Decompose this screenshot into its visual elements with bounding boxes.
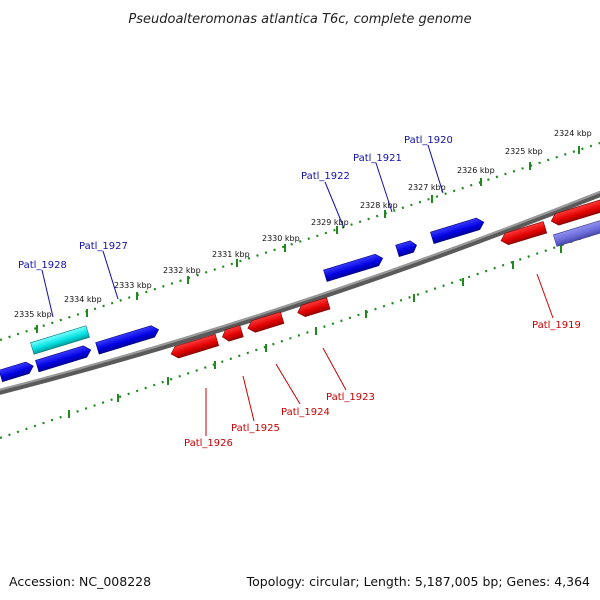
map-title: Pseudoalteromonas atlantica T6c, complet… [128, 12, 471, 27]
gene-forward[interactable] [0, 360, 35, 383]
tick-label: 2329 kbp [311, 218, 349, 227]
tick-label: 2331 kbp [212, 250, 250, 259]
accession-text: Accession: NC_008228 [9, 574, 151, 589]
leader-patl-1927 [102, 250, 119, 300]
tick-label: 2325 kbp [505, 147, 543, 156]
leader-patl-1924 [275, 363, 301, 405]
tick-label: 2328 kbp [360, 201, 398, 210]
gene-label-patl-1926[interactable]: Patl_1926 [184, 438, 233, 449]
tick-label: 2335 kbp [14, 310, 52, 319]
gene-label-patl-1928[interactable]: Patl_1928 [18, 260, 67, 271]
forward-gene-labels: Patl_1928 Patl_1927 Patl_1922 Patl_1921 … [18, 135, 453, 271]
tick-label: 2324 kbp [554, 129, 592, 138]
gene-reverse[interactable] [549, 198, 600, 226]
reverse-gene-labels: Patl_1926 Patl_1925 Patl_1924 Patl_1923 … [184, 320, 581, 449]
gene-label-patl-1927[interactable]: Patl_1927 [79, 241, 128, 252]
outer-scale-track [0, 141, 600, 342]
gene-reverse[interactable] [499, 221, 548, 247]
gene-label-patl-1919[interactable]: Patl_1919 [532, 320, 581, 331]
gene-label-patl-1925[interactable]: Patl_1925 [231, 423, 280, 434]
gene-highlighted[interactable] [30, 325, 90, 355]
scale-labels: 2335 kbp 2334 kbp 2333 kbp 2332 kbp 2331… [14, 129, 592, 319]
tick-label: 2327 kbp [408, 183, 446, 192]
tick-label: 2332 kbp [163, 266, 201, 275]
gene-reverse[interactable] [296, 297, 331, 319]
leader-patl-1919 [536, 273, 554, 319]
genome-backbone [0, 190, 600, 395]
leader-patl-1925 [242, 375, 255, 422]
gene-label-patl-1924[interactable]: Patl_1924 [281, 407, 330, 418]
gene-forward[interactable] [35, 344, 92, 373]
gene-forward[interactable] [430, 216, 485, 245]
tick-label: 2334 kbp [64, 295, 102, 304]
gene-forward[interactable] [323, 252, 385, 282]
gene-forward[interactable] [95, 324, 161, 355]
gene-reverse[interactable] [169, 333, 220, 360]
gene-label-patl-1920[interactable]: Patl_1920 [404, 135, 453, 146]
leader-patl-1920 [427, 144, 444, 194]
inner-major-ticks [68, 245, 562, 418]
gene-forward[interactable] [395, 239, 419, 258]
gene-other[interactable] [553, 218, 600, 247]
gene-reverse[interactable] [221, 324, 244, 342]
gene-label-patl-1921[interactable]: Patl_1921 [353, 153, 402, 164]
gene-label-patl-1923[interactable]: Patl_1923 [326, 392, 375, 403]
leader-patl-1922 [324, 181, 345, 229]
leader-patl-1921 [375, 162, 393, 213]
genome-summary-text: Topology: circular; Length: 5,187,005 bp… [246, 574, 590, 589]
gene-reverse[interactable] [246, 311, 285, 334]
major-ticks [36, 146, 580, 333]
leader-patl-1923 [322, 347, 347, 391]
genome-backbone-highlight [0, 190, 600, 391]
leader-patl-1928 [41, 269, 54, 318]
forward-strand-genes [0, 216, 485, 383]
tick-label: 2330 kbp [262, 234, 300, 243]
gene-label-patl-1922[interactable]: Patl_1922 [301, 171, 350, 182]
leader-lines [41, 144, 554, 436]
tick-label: 2333 kbp [114, 281, 152, 290]
reverse-strand-genes [169, 198, 600, 360]
tick-label: 2326 kbp [457, 166, 495, 175]
